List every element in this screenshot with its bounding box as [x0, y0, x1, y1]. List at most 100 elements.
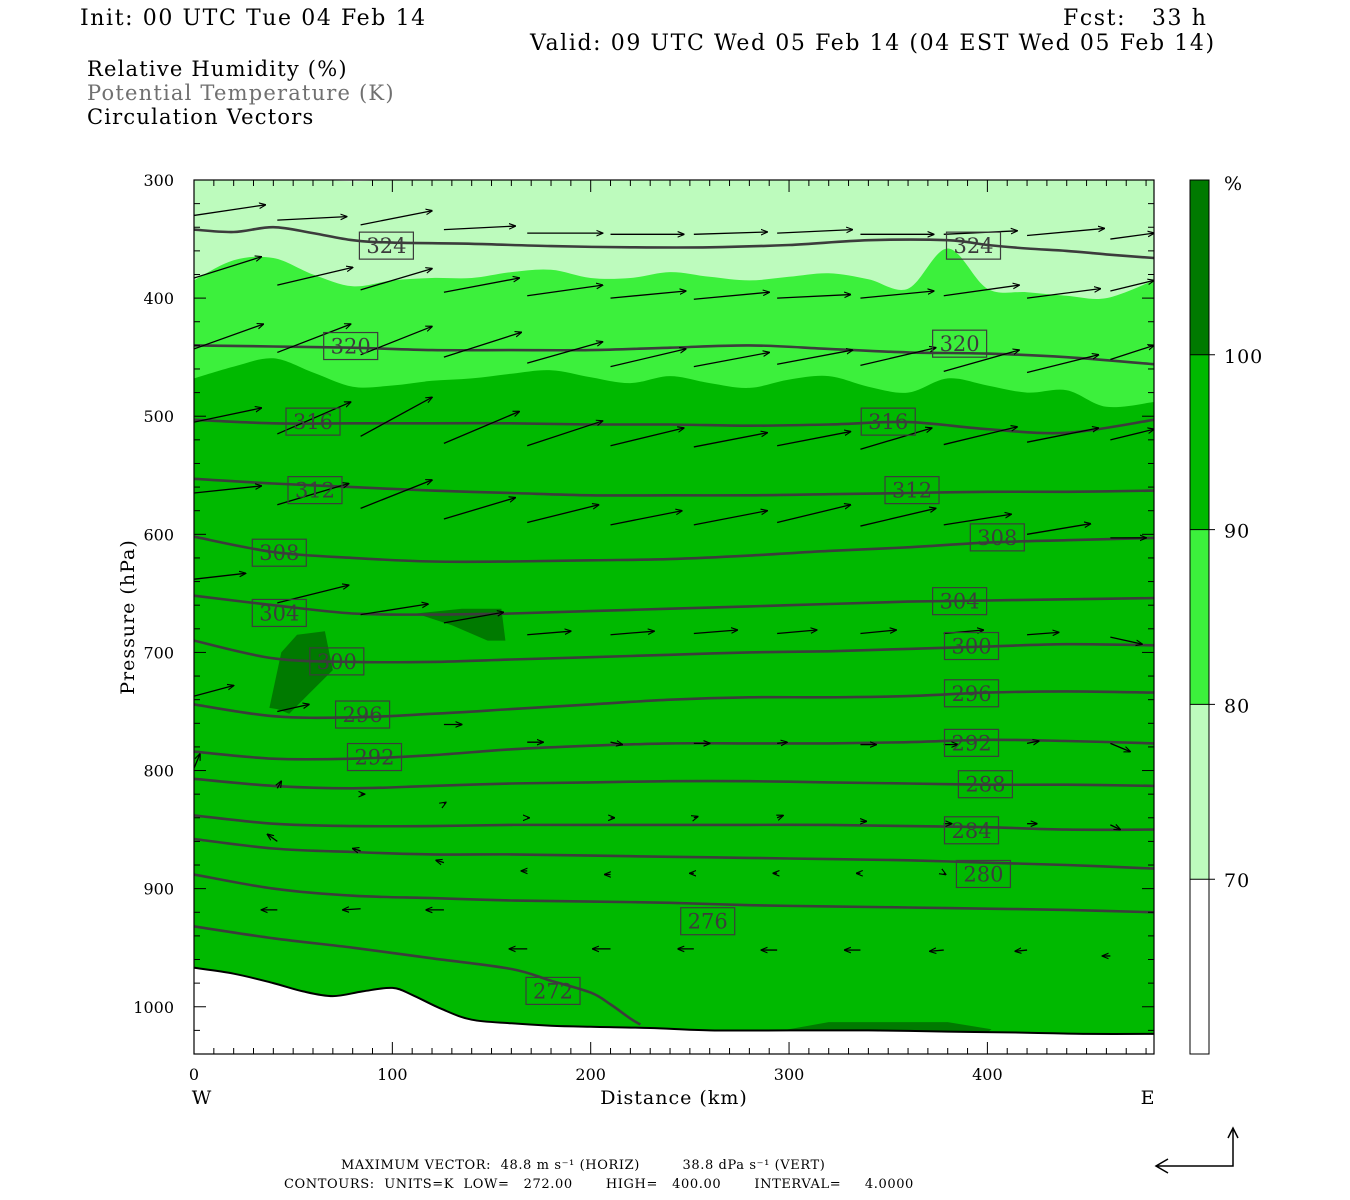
circulation-vector: [1026, 741, 1039, 743]
circulation-vector: [944, 873, 946, 874]
circulation-vector: [527, 421, 602, 447]
circulation-vector: [610, 511, 682, 526]
colorbar: 70 80 90 100%: [1189, 173, 1263, 1055]
theta-label-text: 272: [533, 979, 573, 1003]
theta-label: 296: [943, 679, 1000, 708]
theta-label: 324: [358, 231, 414, 260]
theta-label-box: [932, 587, 988, 616]
plot-frame: [193, 179, 1155, 1055]
theta-label-box: [525, 976, 581, 1006]
terrain-fill: [194, 967, 1154, 1054]
x-tick-label: 100: [377, 1065, 408, 1084]
circulation-vector: [360, 326, 432, 356]
circulation-vector: [860, 630, 896, 635]
colorbar-segment: [1190, 704, 1209, 880]
theta-contour-272: [194, 925, 641, 1026]
y-tick-label: 300: [143, 171, 174, 190]
theta-label: 312: [884, 476, 940, 505]
circulation-vector: [1026, 355, 1098, 374]
theta-label-text: 308: [259, 541, 299, 565]
theta-label-box: [884, 476, 940, 505]
y-axis-title: Pressure (hPa): [117, 539, 139, 695]
theta-label: 316: [860, 407, 916, 436]
theta-label-text: 280: [963, 862, 1003, 886]
theta-contours: [194, 225, 1154, 1026]
theta-label-text: 320: [940, 332, 980, 356]
legend-rh-title: Relative Humidity (%): [87, 57, 348, 81]
circulation-vector: [194, 486, 261, 494]
circulation-vector: [693, 232, 767, 234]
reference-vector-icon: [1154, 1126, 1239, 1174]
circulation-vector: [860, 428, 931, 450]
theta-label-box: [334, 700, 391, 729]
x-tick-label: 0: [189, 1065, 199, 1084]
circulation-vector: [1026, 428, 1098, 443]
circulation-vector: [943, 427, 1017, 446]
theta-label-text: 320: [331, 335, 371, 359]
y-tick-label: 700: [143, 643, 174, 662]
circulation-vector: [527, 285, 602, 297]
theta-label-box: [943, 679, 1000, 708]
circulation-vector: [1110, 233, 1154, 240]
theta-contour-324: [194, 225, 1154, 260]
circulation-vector: [267, 834, 278, 842]
theta-label-box: [955, 859, 1012, 889]
theta-label: 300: [943, 631, 1000, 661]
circulation-vector: [360, 604, 428, 616]
theta-contour-276: [194, 873, 1154, 914]
theta-label-box: [957, 770, 1014, 799]
circulation-vectors: [194, 205, 1154, 956]
footer-contours: CONTOURS: UNITS=K LOW= 272.00 HIGH= 400.…: [284, 1177, 914, 1192]
colorbar-segment: [1190, 879, 1209, 1054]
theta-label: 304: [932, 587, 988, 616]
circulation-vector: [194, 324, 263, 350]
circulation-vector: [943, 285, 1019, 297]
theta-label-text: 284: [951, 819, 991, 843]
theta-label-text: 300: [951, 635, 991, 659]
circulation-vector: [277, 781, 281, 789]
circulation-vector: [1110, 429, 1154, 441]
init-time: Init: 00 UTC Tue 04 Feb 14: [80, 6, 427, 31]
y-tick-label: 500: [143, 407, 174, 426]
theta-label: 308: [251, 538, 307, 567]
circulation-vector: [194, 257, 261, 279]
circulation-vector: [343, 909, 361, 910]
circulation-vector: [443, 411, 519, 444]
theta-label-box: [251, 598, 307, 628]
colorbar-label: 100: [1224, 346, 1263, 368]
theta-label-box: [932, 329, 988, 358]
circulation-vector: [527, 505, 598, 524]
circulation-vector: [1026, 524, 1090, 535]
theta-label-box: [943, 816, 1000, 845]
theta-label: 320: [932, 329, 988, 358]
theta-label: 296: [334, 700, 391, 729]
theta-label-text: 300: [317, 650, 357, 674]
circulation-vector: [860, 508, 935, 527]
theta-label-text: 296: [343, 703, 383, 727]
theta-label-box: [860, 407, 916, 436]
circulation-vector: [693, 511, 767, 526]
circulation-vector: [194, 205, 265, 217]
theta-label: 284: [943, 816, 1000, 845]
rh-band-90-100: [194, 358, 1154, 1054]
theta-label-box: [680, 907, 736, 936]
circulation-vector: [693, 292, 769, 300]
theta-label-text: 324: [366, 234, 406, 258]
theta-label-box: [943, 728, 1000, 757]
theta-label-text: 304: [259, 601, 299, 625]
y-tick-label: 900: [143, 880, 174, 899]
theta-label-box: [323, 331, 379, 361]
theta-contour-288: [194, 777, 1154, 790]
theta-label: 312: [287, 476, 343, 505]
circulation-vector: [693, 352, 769, 368]
circulation-vector: [860, 291, 933, 299]
x-axis-title: Distance (km): [600, 1087, 748, 1109]
theta-label: 292: [346, 742, 403, 772]
circulation-vector: [443, 498, 515, 520]
theta-label-text: 304: [940, 590, 980, 614]
colorbar-label: 70: [1224, 870, 1250, 892]
circulation-vector: [777, 350, 852, 365]
circulation-vector: [1015, 950, 1028, 951]
circulation-vector: [360, 211, 432, 226]
theta-contour-284: [194, 814, 1154, 832]
